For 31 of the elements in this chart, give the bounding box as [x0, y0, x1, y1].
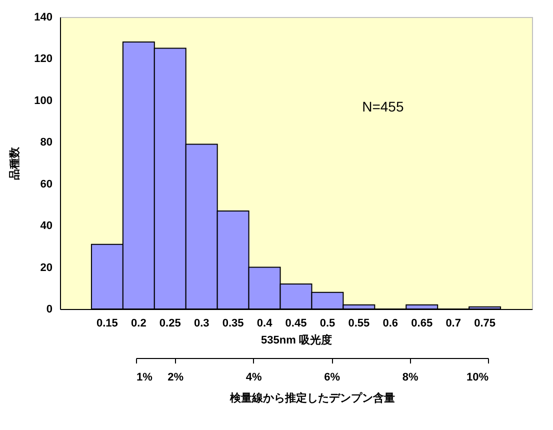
x-tick-label: 0.45 — [285, 318, 307, 330]
y-tick-label: 100 — [34, 94, 52, 107]
y-tick-label: 120 — [34, 53, 52, 66]
x2-tick-label: 8% — [402, 372, 418, 384]
x2-tick-label: 6% — [324, 372, 340, 384]
y-tick-label: 0 — [46, 304, 52, 316]
x2-tick-label: 1% — [136, 372, 153, 384]
x-tick-label: 0.65 — [411, 318, 433, 330]
x-tick-label: 0.6 — [382, 318, 398, 330]
y-axis-title: 品種数 — [8, 146, 22, 180]
annotation: N=455 — [362, 98, 404, 115]
x-tick-label: 0.55 — [348, 318, 370, 330]
y-tick-label: 20 — [40, 262, 52, 274]
x-axis-title: 535nm 吸光度 — [261, 334, 332, 346]
x-tick-label: 0.25 — [159, 318, 181, 330]
x-tick-label: 0.3 — [194, 318, 210, 330]
x-tick-label: 0.15 — [96, 318, 118, 330]
x-tick-label: 0.5 — [320, 318, 336, 330]
x-tick-label: 0.75 — [474, 318, 496, 330]
x-tick-label: 0.4 — [256, 318, 274, 330]
x2-tick-label: 2% — [168, 372, 184, 384]
x2-axis-title: 検量線から推定したデンプン含量 — [229, 392, 395, 404]
x-tick-label: 0.2 — [131, 318, 146, 330]
x2-tick-label: 4% — [246, 372, 262, 384]
x2-tick-label: 10% — [466, 372, 489, 384]
x-tick-label: 0.7 — [446, 318, 461, 330]
y-tick-label: 60 — [40, 178, 52, 190]
y-tick-label: 40 — [40, 220, 52, 232]
y-tick-label: 140 — [34, 12, 52, 24]
y-tick-label: 80 — [40, 136, 52, 149]
x-tick-label: 0.35 — [222, 318, 244, 330]
